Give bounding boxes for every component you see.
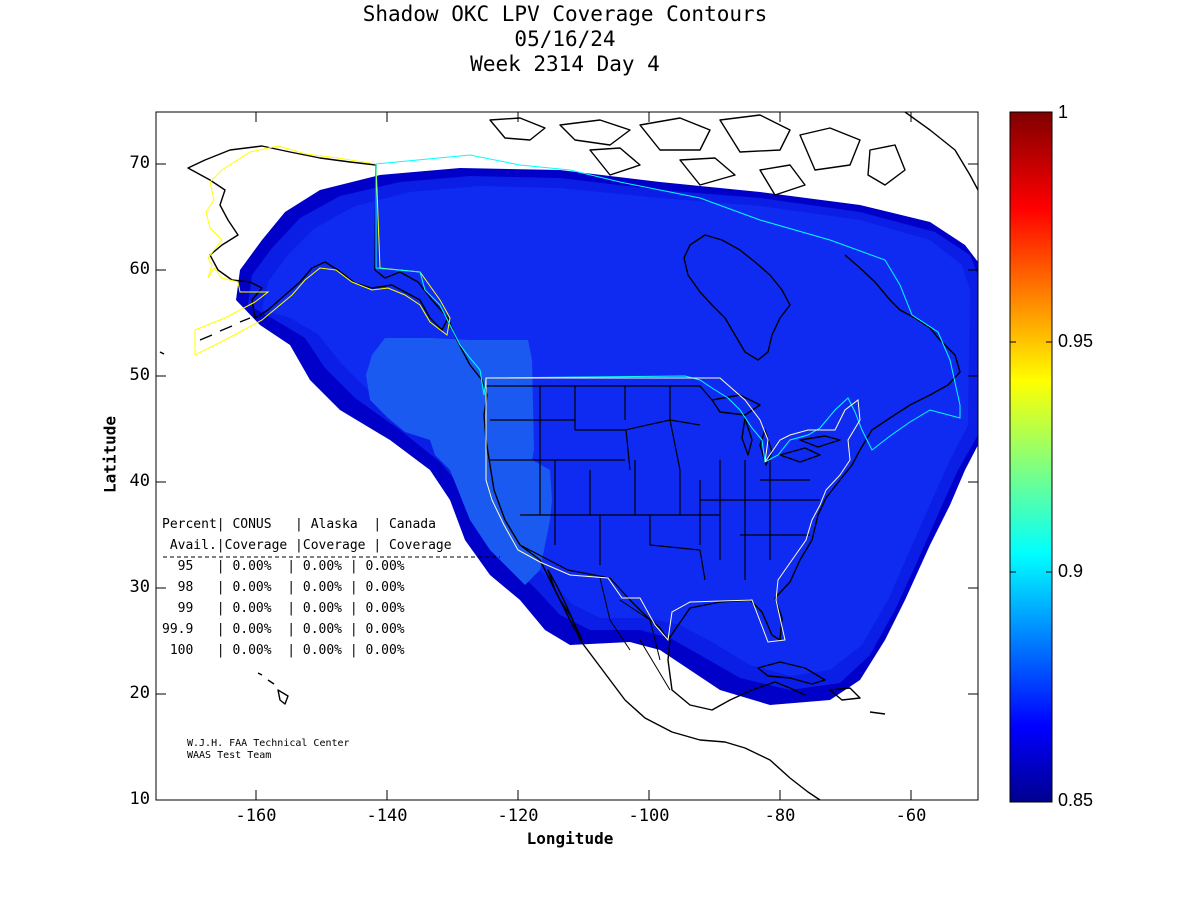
- coastline-baja: [547, 569, 583, 641]
- coastline-gulf: [667, 639, 806, 711]
- chart-title: Shadow OKC LPV Coverage Contours: [362, 2, 768, 26]
- colorbar-tick-label: 0.95: [1058, 331, 1094, 351]
- y-tick-label: 60: [129, 259, 150, 279]
- x-tick-label: -60: [895, 806, 927, 826]
- credit-line-1: W.J.H. FAA Technical Center: [187, 738, 350, 749]
- y-tick-label: 50: [129, 365, 150, 385]
- credit-line-2: WAAS Test Team: [187, 750, 272, 761]
- coastline-mexico: [579, 639, 821, 800]
- coastline-greenland: [904, 112, 978, 191]
- colorbar: [1009, 111, 1053, 803]
- stats-row: 95 | 0.00% | 0.00% | 0.00%: [162, 559, 405, 574]
- x-tick-label: -140: [366, 806, 408, 826]
- coverage-band-light: [366, 338, 552, 585]
- arctic-islands: [489, 114, 906, 196]
- coastline-gulf-us: [629, 449, 861, 641]
- colorbar-tick-label: 0.9: [1058, 561, 1084, 581]
- alaska-service-boundary: [194, 145, 451, 356]
- axis-ticks: [156, 112, 978, 800]
- x-axis-label: Longitude: [526, 829, 614, 848]
- y-axis-label: Latitude: [100, 415, 120, 494]
- stats-row: 99.9 | 0.00% | 0.00% | 0.00%: [162, 622, 405, 637]
- canada-service-boundary: [375, 154, 961, 463]
- stats-header-2: Avail.|Coverage |Coverage | Coverage: [162, 538, 452, 553]
- chart-date: 05/16/24: [514, 27, 616, 51]
- stats-row: 99 | 0.00% | 0.00% | 0.00%: [162, 601, 405, 616]
- x-tick-label: -160: [235, 806, 277, 826]
- colorbar-ticks: [1010, 341, 1052, 573]
- x-tick-label: -100: [628, 806, 670, 826]
- conus-service-boundary: [485, 377, 861, 643]
- us-border-mexico: [519, 544, 631, 601]
- y-tick-label: 30: [129, 577, 150, 597]
- y-tick-label: 10: [129, 789, 150, 809]
- us-border-canada: [486, 385, 713, 401]
- colorbar-tick-label: 0.85: [1058, 790, 1094, 810]
- coastline-northeast: [844, 254, 961, 451]
- chart-week-day: Week 2314 Day 4: [470, 52, 660, 76]
- x-tick-label: -120: [497, 806, 539, 826]
- stats-header-1: Percent| CONUS | Alaska | Canada: [162, 517, 436, 532]
- colorbar-tick-label: 1: [1058, 102, 1069, 122]
- y-tick-label: 40: [129, 471, 150, 491]
- stats-row: 100 | 0.00% | 0.00% | 0.00%: [162, 643, 405, 658]
- coastline-hawaii: [257, 672, 289, 705]
- plot-frame: [155, 111, 979, 801]
- y-tick-label: 70: [129, 153, 150, 173]
- mexico-state-lines: [599, 577, 671, 691]
- y-tick-label: 20: [129, 683, 150, 703]
- aleutian-islands: [159, 317, 251, 355]
- x-tick-label: -80: [764, 806, 796, 826]
- coastline-cuba: [757, 661, 886, 715]
- coastline-hudson-bay: [683, 234, 791, 361]
- state-lines: [490, 386, 820, 581]
- stats-row: 98 | 0.00% | 0.00% | 0.00%: [162, 580, 405, 595]
